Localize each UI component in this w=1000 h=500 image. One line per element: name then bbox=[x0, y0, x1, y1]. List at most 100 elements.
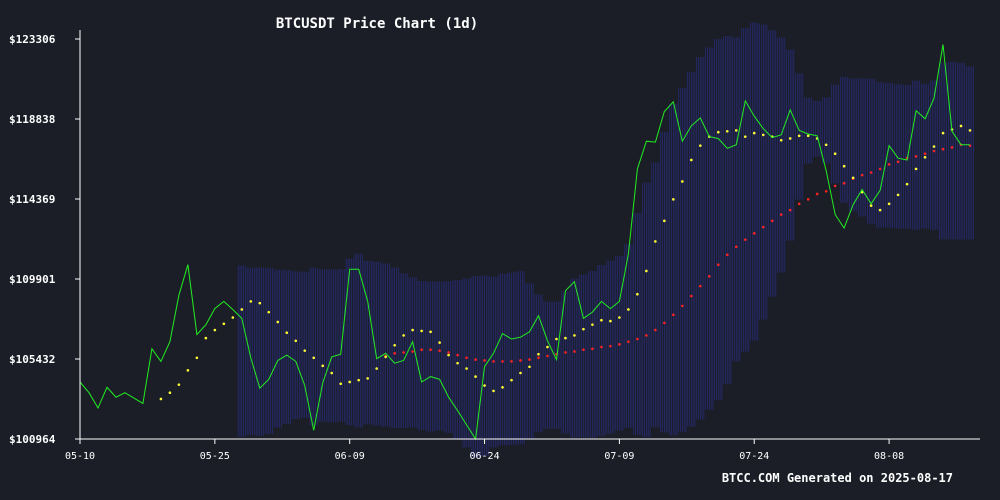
ma-long-point bbox=[932, 149, 936, 153]
ma-short-point bbox=[303, 349, 307, 352]
axes: $100964 $105432 $109901 $114369 $118838 $1233… bbox=[9, 30, 980, 462]
ma-short-point bbox=[177, 383, 181, 386]
ma-short-point bbox=[240, 308, 244, 311]
ma-long-point bbox=[743, 238, 747, 241]
ma-long-point bbox=[510, 360, 513, 363]
x-tick-label: 06-09 bbox=[335, 451, 365, 462]
ma-long-point bbox=[573, 350, 576, 353]
ma-long-point bbox=[896, 160, 900, 164]
ma-short-point bbox=[734, 129, 738, 132]
ma-short-point bbox=[681, 180, 684, 183]
ma-long-point bbox=[770, 219, 774, 223]
ma-long-point bbox=[645, 334, 648, 337]
ma-short-point bbox=[294, 339, 298, 343]
ma-short-point bbox=[833, 152, 837, 155]
ma-short-point bbox=[887, 202, 891, 206]
ma-short-point bbox=[429, 330, 432, 334]
ma-short-point bbox=[276, 320, 280, 324]
ma-short-point bbox=[600, 318, 603, 322]
ma-long-point bbox=[842, 181, 846, 185]
ma-short-point bbox=[204, 336, 208, 340]
ma-short-point bbox=[663, 219, 666, 223]
ma-long-point bbox=[752, 232, 756, 235]
ma-long-point bbox=[690, 294, 693, 298]
ma-short-point bbox=[851, 176, 855, 180]
ma-long-point bbox=[402, 351, 405, 354]
ma-long-point bbox=[681, 304, 684, 308]
y-tick-label: $109901 bbox=[9, 273, 56, 286]
ma-long-point bbox=[914, 155, 918, 158]
ma-short-point bbox=[285, 331, 289, 335]
ma-short-point bbox=[312, 356, 316, 360]
ma-long-point bbox=[519, 359, 522, 362]
ma-long-point bbox=[420, 348, 423, 352]
ma-short-point bbox=[797, 134, 801, 138]
ma-long-point bbox=[672, 313, 675, 317]
ma-short-point bbox=[842, 164, 846, 168]
y-tick-label: $123306 bbox=[9, 33, 56, 46]
ma-short-point bbox=[672, 198, 675, 201]
ma-short-point bbox=[546, 345, 549, 349]
ma-long-point bbox=[923, 152, 927, 155]
ma-long-point bbox=[501, 360, 504, 363]
ma-short-point bbox=[402, 334, 405, 337]
ma-short-point bbox=[492, 389, 495, 393]
bollinger-band-layer bbox=[237, 22, 974, 458]
ma-short-point bbox=[456, 361, 459, 365]
ma-short-point bbox=[788, 137, 792, 140]
ma-short-point bbox=[222, 322, 226, 326]
ma-short-point bbox=[609, 319, 612, 323]
ma-long-point bbox=[878, 167, 882, 171]
ma-long-point bbox=[447, 351, 450, 354]
ma-long-point bbox=[393, 352, 396, 355]
ma-short-point bbox=[761, 133, 765, 137]
x-tick-label: 05-10 bbox=[65, 451, 95, 462]
ma-short-point bbox=[393, 343, 396, 347]
ma-short-point bbox=[249, 300, 253, 303]
ma-short-point bbox=[959, 124, 963, 128]
ma-short-point bbox=[905, 182, 909, 186]
ma-long-point bbox=[429, 348, 432, 352]
ma-short-point bbox=[213, 328, 217, 332]
ma-short-point bbox=[725, 130, 729, 133]
ma-short-point bbox=[627, 308, 630, 311]
ma-short-point bbox=[699, 144, 702, 147]
y-tick-label: $100964 bbox=[9, 433, 56, 446]
x-tick-label: 05-25 bbox=[200, 451, 230, 462]
ma-long-point bbox=[797, 202, 801, 206]
short-moving-average-layer bbox=[159, 124, 972, 401]
ma-short-point bbox=[258, 301, 262, 305]
ma-long-point bbox=[654, 328, 657, 332]
ma-long-point bbox=[438, 349, 441, 352]
ma-long-point bbox=[564, 351, 567, 354]
ma-long-point bbox=[492, 360, 495, 363]
ma-short-point bbox=[941, 131, 945, 135]
ma-short-point bbox=[465, 367, 468, 370]
ma-long-point bbox=[537, 356, 540, 360]
ma-long-point bbox=[761, 225, 765, 229]
ma-long-point bbox=[779, 213, 783, 216]
ma-short-point bbox=[510, 378, 513, 382]
ma-long-point bbox=[887, 163, 891, 166]
ma-short-point bbox=[564, 336, 567, 340]
ma-short-point bbox=[420, 329, 423, 333]
ma-long-point bbox=[546, 354, 549, 358]
ma-short-point bbox=[474, 375, 477, 378]
x-tick-label: 07-24 bbox=[739, 451, 769, 462]
ma-long-point bbox=[528, 358, 531, 361]
ma-long-point bbox=[941, 147, 945, 151]
ma-long-point bbox=[833, 184, 837, 188]
ma-long-point bbox=[465, 356, 468, 360]
ma-short-point bbox=[159, 397, 163, 401]
ma-short-point bbox=[869, 204, 873, 207]
ma-long-point bbox=[716, 263, 720, 266]
ma-long-point bbox=[699, 284, 702, 288]
ma-long-point bbox=[950, 146, 954, 149]
ma-short-point bbox=[716, 130, 720, 134]
ma-short-point bbox=[519, 371, 522, 375]
ma-long-point bbox=[609, 344, 612, 348]
ma-short-point bbox=[330, 371, 334, 375]
ma-long-point bbox=[456, 353, 459, 357]
